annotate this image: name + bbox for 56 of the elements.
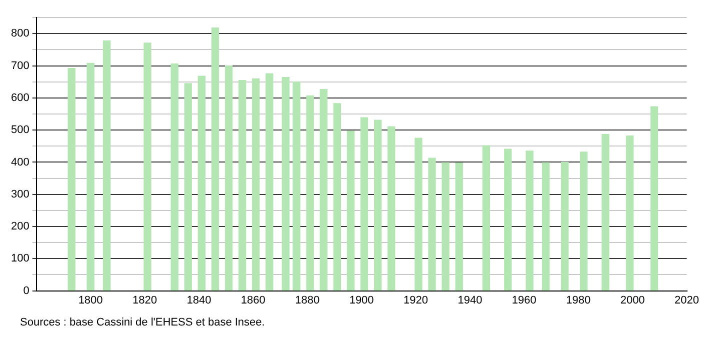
bar [374, 120, 382, 291]
bar [282, 77, 290, 291]
bar [333, 103, 341, 291]
bar [602, 134, 610, 291]
bar [542, 162, 550, 291]
x-tick-label: 1800 [78, 294, 103, 306]
bar [184, 83, 192, 291]
x-tick-label: 1860 [240, 294, 266, 306]
x-tick-label: 1840 [186, 294, 212, 306]
bar [482, 145, 490, 291]
y-tick-label: 500 [10, 124, 30, 136]
bar [346, 130, 355, 291]
x-tick-label: 2020 [674, 294, 700, 306]
bar [224, 65, 233, 291]
bar [68, 68, 76, 291]
x-tick-label: 1920 [404, 294, 428, 306]
x-tick-label: 1900 [349, 294, 374, 306]
x-tick-label: 1880 [295, 294, 320, 306]
y-tick-label: 0 [23, 284, 30, 297]
y-tick-label: 100 [10, 252, 30, 265]
bar [626, 136, 634, 291]
bar [86, 62, 94, 291]
bar [211, 28, 220, 291]
x-tick-label: 2000 [620, 294, 645, 306]
y-tick-label: 700 [10, 60, 30, 72]
bar [266, 73, 274, 291]
x-tick-label: 1980 [566, 294, 591, 306]
bar [414, 138, 422, 291]
bar [238, 80, 246, 291]
y-tick-label: 800 [10, 28, 30, 40]
bar [455, 162, 463, 291]
bar [320, 88, 328, 291]
bar [428, 158, 436, 291]
bar [442, 162, 450, 291]
bar [170, 64, 178, 291]
bar [580, 152, 588, 291]
bar [650, 106, 658, 291]
y-tick-label: 300 [10, 188, 30, 200]
bar [504, 148, 512, 291]
y-tick-label: 400 [10, 156, 30, 168]
bar [360, 117, 368, 291]
bar [198, 76, 206, 291]
bar [526, 150, 534, 291]
bar [292, 82, 300, 291]
y-tick-label: 600 [10, 92, 30, 104]
bar [306, 95, 314, 291]
bar [560, 162, 569, 291]
source-note: Sources : base Cassini de l'EHESS et base Insee. [20, 316, 265, 329]
x-tick-label: 1960 [512, 294, 536, 306]
x-tick-label: 1820 [132, 294, 157, 306]
x-tick-label: 1940 [458, 294, 482, 306]
y-tick-label: 200 [10, 220, 30, 233]
bar [144, 42, 152, 291]
bar [388, 126, 396, 291]
bar [252, 78, 260, 291]
bar [102, 40, 111, 291]
